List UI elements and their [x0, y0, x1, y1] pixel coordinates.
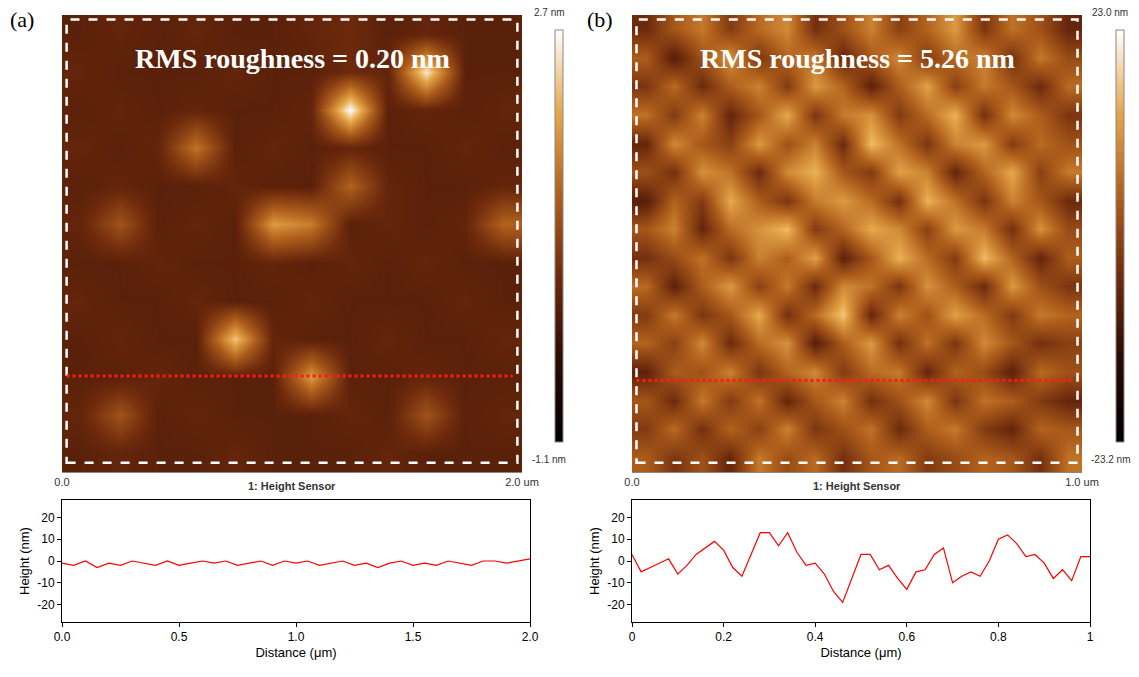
svg-text:Height (nm): Height (nm) [17, 527, 32, 595]
svg-text:0.0: 0.0 [54, 476, 69, 488]
svg-text:10: 10 [611, 532, 625, 546]
svg-text:1.5: 1.5 [405, 630, 422, 644]
svg-text:(b): (b) [587, 7, 613, 32]
svg-text:1: 1 [1087, 630, 1094, 644]
svg-text:-20: -20 [607, 598, 625, 612]
svg-text:23.0 nm: 23.0 nm [1092, 7, 1128, 18]
svg-text:0.0: 0.0 [624, 476, 639, 488]
svg-text:(a): (a) [10, 7, 34, 32]
svg-text:Distance (μm): Distance (μm) [820, 645, 901, 660]
svg-text:20: 20 [41, 511, 55, 525]
svg-text:0.5: 0.5 [171, 630, 188, 644]
svg-text:10: 10 [41, 532, 55, 546]
svg-text:0.6: 0.6 [898, 630, 915, 644]
svg-text:-20: -20 [37, 598, 55, 612]
svg-text:0: 0 [48, 554, 55, 568]
svg-text:Distance (μm): Distance (μm) [255, 645, 336, 660]
svg-text:1.0 um: 1.0 um [1065, 476, 1099, 488]
svg-text:0.2: 0.2 [715, 630, 732, 644]
svg-text:0: 0 [618, 554, 625, 568]
svg-text:Height (nm): Height (nm) [587, 527, 602, 595]
svg-text:-10: -10 [607, 576, 625, 590]
svg-text:1: Height Sensor: 1: Height Sensor [813, 480, 901, 492]
svg-text:-1.1 nm: -1.1 nm [532, 454, 566, 465]
svg-text:-23.2 nm: -23.2 nm [1091, 454, 1130, 465]
svg-text:2.0: 2.0 [522, 630, 539, 644]
svg-text:0.0: 0.0 [54, 630, 71, 644]
svg-text:1.0: 1.0 [288, 630, 305, 644]
svg-text:2.7 nm: 2.7 nm [534, 7, 565, 18]
svg-text:2.0 um: 2.0 um [505, 476, 539, 488]
svg-text:0.4: 0.4 [807, 630, 824, 644]
svg-text:RMS roughness = 5.26 nm: RMS roughness = 5.26 nm [700, 43, 1015, 74]
svg-text:0.8: 0.8 [990, 630, 1007, 644]
svg-text:-10: -10 [37, 576, 55, 590]
svg-text:RMS roughness = 0.20 nm: RMS roughness = 0.20 nm [135, 43, 450, 74]
svg-text:20: 20 [611, 511, 625, 525]
svg-text:1: Height Sensor: 1: Height Sensor [248, 480, 336, 492]
svg-text:0: 0 [629, 630, 636, 644]
